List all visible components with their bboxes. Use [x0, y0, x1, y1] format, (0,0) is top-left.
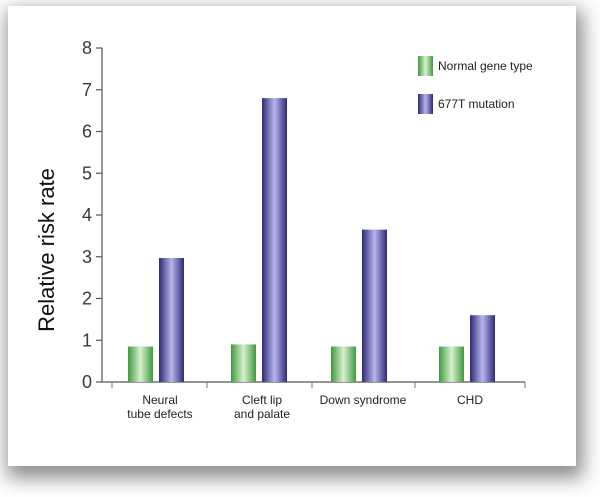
- bar-normal-gene-type: [439, 346, 464, 382]
- y-tick-label: 3: [82, 247, 92, 267]
- x-tick-label: tube defects: [127, 407, 192, 421]
- y-tick-label: 0: [82, 372, 92, 392]
- y-tick-label: 4: [82, 205, 92, 225]
- x-tick-label: and palate: [234, 407, 290, 421]
- bars: [128, 98, 495, 382]
- y-axis-title: Relative risk rate: [34, 168, 59, 332]
- chart-card: [8, 6, 576, 466]
- y-tick-label: 1: [82, 330, 92, 350]
- legend: Normal gene type 677T mutation: [418, 56, 533, 114]
- x-tick-label: Neural: [142, 393, 177, 407]
- bar-normal-gene-type: [331, 346, 356, 382]
- y-tick-label: 8: [82, 38, 92, 58]
- x-tick-label: Cleft lip: [242, 393, 282, 407]
- axes: 0 1 2 3 4 5 6 7 8: [82, 38, 526, 392]
- y-tick-label: 5: [82, 163, 92, 183]
- legend-swatch-mutation: [418, 94, 433, 114]
- bar-677t-mutation: [159, 258, 184, 382]
- y-tick-label: 7: [82, 80, 92, 100]
- legend-label-normal: Normal gene type: [438, 59, 533, 73]
- bar-677t-mutation: [262, 98, 287, 382]
- bar-normal-gene-type: [231, 344, 256, 382]
- bar-677t-mutation: [362, 229, 387, 382]
- y-tick-label: 6: [82, 122, 92, 142]
- legend-label-mutation: 677T mutation: [438, 97, 515, 111]
- x-tick-label: Down syndrome: [320, 393, 407, 407]
- legend-swatch-normal: [418, 56, 433, 76]
- bar-normal-gene-type: [128, 346, 153, 382]
- bar-677t-mutation: [470, 315, 495, 382]
- y-tick-label: 2: [82, 289, 92, 309]
- x-tick-label: CHD: [457, 393, 483, 407]
